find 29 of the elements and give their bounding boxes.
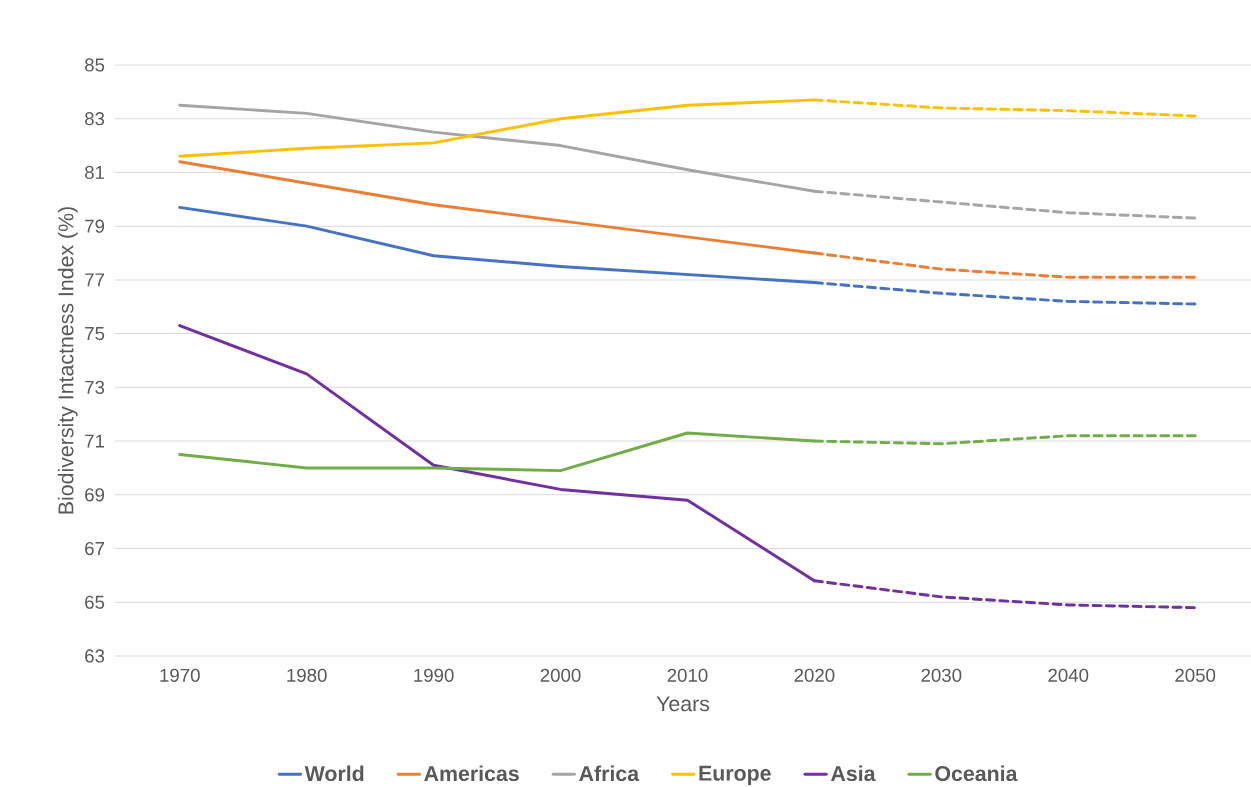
x-tick-label: 2020 <box>794 668 835 682</box>
y-axis-title: Biodiversity Intactness Index (%) <box>57 207 78 514</box>
x-tick-label: 1980 <box>287 668 327 682</box>
y-tick-label: 79 <box>85 219 105 233</box>
x-tick-label: 2000 <box>540 668 581 682</box>
legend-label: Americas <box>424 765 519 782</box>
x-tick-label: 2050 <box>1175 668 1216 682</box>
x-axis-title: Years <box>656 696 710 712</box>
legend-label: Africa <box>579 765 640 782</box>
y-tick-label: 75 <box>85 327 105 341</box>
y-tick-label: 65 <box>85 595 105 609</box>
y-tick-label: 85 <box>85 58 105 72</box>
x-tick-label: 1990 <box>414 668 454 682</box>
x-tick-label: 2040 <box>1048 668 1089 682</box>
x-tick-label: 1970 <box>160 668 200 682</box>
y-tick-label: 73 <box>85 380 105 394</box>
legend-label: Asia <box>830 765 876 782</box>
legend-label: World <box>304 765 364 782</box>
legend-label: Europe <box>699 765 771 785</box>
y-tick-label: 69 <box>85 488 105 502</box>
y-tick-label: 83 <box>85 112 105 126</box>
y-tick-label: 77 <box>85 273 105 287</box>
x-tick-label: 2030 <box>921 668 962 682</box>
legend-label: Oceania <box>935 765 1018 782</box>
y-tick-label: 71 <box>85 434 105 448</box>
x-tick-label: 2010 <box>667 668 708 682</box>
y-tick-label: 63 <box>85 649 105 663</box>
y-tick-label: 67 <box>85 541 105 556</box>
y-tick-label: 81 <box>85 165 105 180</box>
